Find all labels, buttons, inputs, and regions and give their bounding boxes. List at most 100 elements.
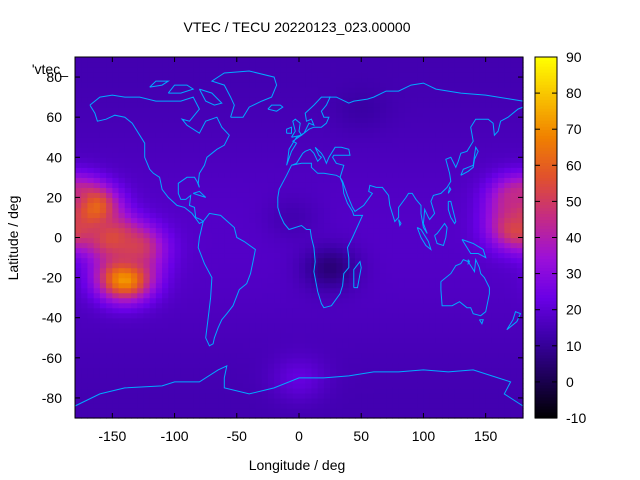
- heatmap-cell: [442, 127, 449, 133]
- heatmap-cell: [361, 132, 369, 138]
- heatmap-cell: [99, 142, 107, 148]
- heatmap-cell: [267, 287, 275, 294]
- heatmap-cell: [243, 122, 250, 128]
- heatmap-cell: [149, 377, 157, 384]
- heatmap-cell: [193, 392, 201, 399]
- heatmap-cell: [292, 97, 300, 103]
- heatmap-cell: [87, 62, 95, 68]
- heatmap-cell: [243, 382, 250, 389]
- heatmap-cell: [180, 242, 188, 249]
- heatmap-cell: [435, 347, 443, 354]
- heatmap-cell: [355, 302, 362, 309]
- heatmap-cell: [280, 137, 288, 143]
- heatmap-cell: [267, 352, 275, 359]
- heatmap-cell: [292, 382, 300, 389]
- heatmap-cell: [454, 232, 462, 239]
- heatmap-cell: [174, 277, 182, 284]
- heatmap-cell: [93, 377, 101, 384]
- heatmap-cell: [230, 67, 238, 73]
- heatmap-cell: [398, 112, 406, 118]
- heatmap-cell: [118, 297, 126, 304]
- heatmap-cell: [292, 77, 300, 83]
- heatmap-cell: [361, 67, 369, 73]
- heatmap-cell: [106, 112, 113, 118]
- heatmap-cell: [81, 352, 89, 359]
- heatmap-cell: [379, 282, 387, 289]
- heatmap-cell: [149, 297, 157, 304]
- heatmap-cell: [467, 67, 474, 73]
- heatmap-cell: [435, 292, 443, 299]
- heatmap-cell: [392, 357, 400, 364]
- heatmap-cell: [243, 357, 250, 364]
- heatmap-cell: [199, 227, 207, 234]
- heatmap-cell: [155, 377, 163, 384]
- heatmap-cell: [118, 342, 126, 349]
- heatmap-cell: [106, 222, 113, 229]
- heatmap-cell: [323, 387, 331, 394]
- heatmap-cell: [155, 247, 163, 254]
- heatmap-cell: [168, 167, 176, 173]
- heatmap-cell: [361, 82, 369, 88]
- heatmap-cell: [386, 162, 393, 168]
- heatmap-cell: [155, 177, 163, 183]
- heatmap-cell: [274, 357, 281, 364]
- heatmap-cell: [417, 247, 425, 254]
- heatmap-cell: [404, 287, 412, 294]
- heatmap-cell: [149, 87, 157, 93]
- heatmap-cell: [205, 407, 213, 414]
- heatmap-cell: [218, 182, 225, 188]
- heatmap-cell: [467, 282, 474, 289]
- heatmap-cell: [467, 332, 474, 339]
- heatmap-cell: [311, 357, 319, 364]
- heatmap-cell: [180, 282, 188, 289]
- heatmap-cell: [317, 317, 325, 324]
- heatmap-cell: [404, 347, 412, 354]
- heatmap-cell: [323, 112, 331, 118]
- heatmap-cell: [330, 117, 337, 123]
- heatmap-cell: [224, 252, 232, 259]
- heatmap-cell: [224, 92, 232, 98]
- heatmap-cell: [218, 177, 225, 183]
- heatmap-cell: [75, 382, 82, 389]
- heatmap-cell: [305, 342, 313, 349]
- heatmap-cell: [299, 127, 306, 133]
- heatmap-cell: [187, 247, 194, 254]
- heatmap-cell: [454, 397, 462, 404]
- heatmap-cell: [112, 337, 120, 344]
- heatmap-cell: [230, 222, 238, 229]
- heatmap-cell: [174, 322, 182, 329]
- heatmap-cell: [93, 397, 101, 404]
- heatmap-cell: [361, 122, 369, 128]
- heatmap-cell: [423, 77, 431, 83]
- heatmap-cell: [379, 87, 387, 93]
- heatmap-cell: [205, 67, 213, 73]
- heatmap-cell: [404, 327, 412, 334]
- heatmap-cell: [348, 322, 356, 329]
- heatmap-cell: [87, 177, 95, 183]
- heatmap-cell: [224, 182, 232, 188]
- heatmap-cell: [435, 107, 443, 113]
- heatmap-cell: [118, 107, 126, 113]
- heatmap-cell: [143, 232, 151, 239]
- heatmap-cell: [193, 137, 201, 143]
- heatmap-cell: [87, 392, 95, 399]
- heatmap-cell: [187, 332, 194, 339]
- heatmap-cell: [124, 172, 132, 178]
- heatmap-cell: [435, 147, 443, 153]
- heatmap-cell: [373, 152, 381, 158]
- heatmap-cell: [386, 87, 393, 93]
- heatmap-cell: [261, 392, 269, 399]
- heatmap-cell: [124, 247, 132, 254]
- heatmap-cell: [417, 122, 425, 128]
- heatmap-cell: [417, 332, 425, 339]
- heatmap-cell: [255, 77, 263, 83]
- heatmap-cell: [137, 187, 145, 193]
- heatmap-cell: [379, 72, 387, 78]
- heatmap-cell: [224, 82, 232, 88]
- heatmap-cell: [106, 362, 113, 369]
- heatmap-cell: [286, 97, 294, 103]
- heatmap-cell: [342, 132, 350, 138]
- heatmap-cell: [205, 302, 213, 309]
- heatmap-cell: [355, 197, 362, 203]
- heatmap-cell: [99, 217, 107, 224]
